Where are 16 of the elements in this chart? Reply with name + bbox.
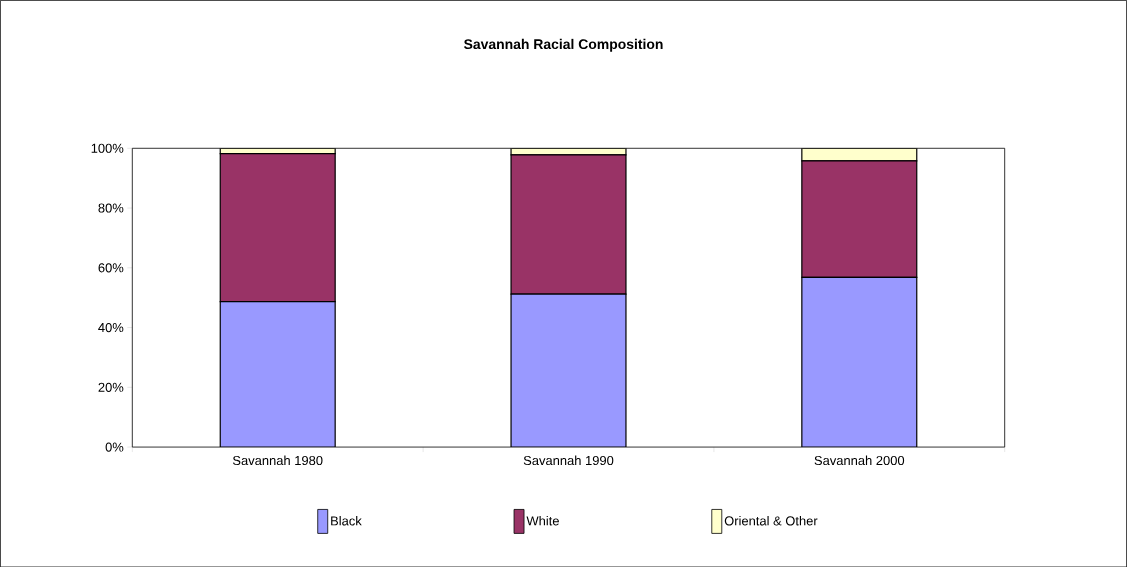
y-tick-label: 80% bbox=[98, 203, 124, 213]
x-tick-label: Savannah 1980 bbox=[232, 455, 323, 465]
y-tick-label: 0% bbox=[105, 442, 124, 452]
y-tick-label: 100% bbox=[91, 143, 124, 153]
x-tick-label: Savannah 2000 bbox=[814, 455, 905, 465]
bar bbox=[510, 293, 627, 447]
bar bbox=[801, 276, 918, 447]
legend-label: White bbox=[526, 515, 559, 526]
legend-label: Oriental & Other bbox=[724, 515, 818, 526]
y-tick-label: 40% bbox=[98, 322, 124, 332]
bar bbox=[219, 300, 336, 447]
y-tick-label: 20% bbox=[98, 382, 124, 392]
x-tick-label: Savannah 1990 bbox=[523, 455, 614, 465]
legend-label: Black bbox=[331, 515, 362, 526]
chart-title: Savannah Racial Composition bbox=[464, 38, 663, 52]
y-tick-label: 60% bbox=[98, 263, 124, 273]
